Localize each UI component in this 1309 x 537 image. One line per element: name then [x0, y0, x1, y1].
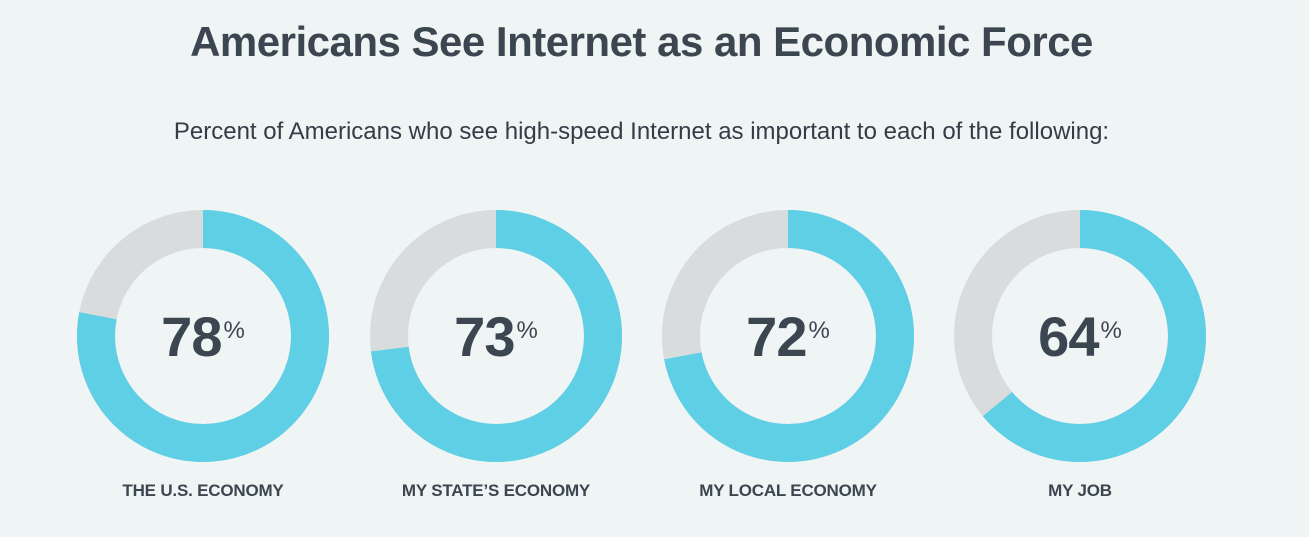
donut-value: 78% — [77, 210, 329, 462]
percent-sign: % — [223, 317, 245, 344]
chart-title: Americans See Internet as an Economic Fo… — [190, 18, 1093, 65]
donut-value: 73% — [370, 210, 622, 462]
donut-value-segment — [77, 210, 329, 462]
category-label: MY STATE’S ECONOMY — [401, 481, 591, 500]
value-label: 64 — [1038, 304, 1099, 368]
donut-ring — [662, 210, 914, 462]
donut-ring — [370, 210, 622, 462]
donut-state-economy: 73% — [370, 210, 622, 462]
donut-ring — [954, 210, 1206, 462]
donut-value: 72% — [662, 210, 914, 462]
donut-value-segment — [954, 210, 1206, 462]
percent-sign: % — [1100, 317, 1122, 344]
donut-my-job: 64% — [954, 210, 1206, 462]
category-label: THE U.S. ECONOMY — [122, 481, 284, 500]
donut-value-segment — [370, 210, 622, 462]
category-label: MY LOCAL ECONOMY — [699, 481, 877, 500]
category-label: MY JOB — [1048, 481, 1112, 500]
percent-sign: % — [516, 317, 538, 344]
chart-subtitle: Percent of Americans who see high-speed … — [173, 118, 1110, 145]
donut-local-economy: 72% — [662, 210, 914, 462]
donut-value-segment — [662, 210, 914, 462]
value-label: 78 — [161, 304, 222, 368]
donut-value: 64% — [954, 210, 1206, 462]
value-label: 73 — [454, 304, 515, 368]
value-label: 72 — [746, 304, 807, 368]
percent-sign: % — [808, 317, 830, 344]
donut-ring — [77, 210, 329, 462]
donut-us-economy: 78% — [77, 210, 329, 462]
